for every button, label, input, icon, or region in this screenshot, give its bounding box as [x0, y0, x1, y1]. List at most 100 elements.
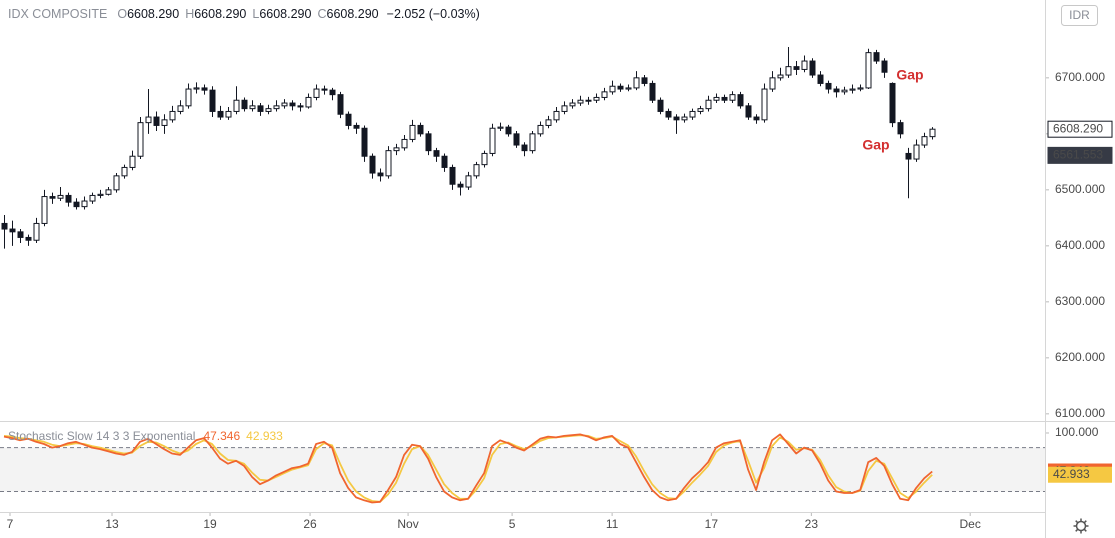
candle-body — [649, 82, 656, 101]
candle-body — [881, 60, 888, 73]
annotation: Gap — [896, 67, 923, 83]
candle-body — [153, 116, 160, 126]
candle-body — [585, 99, 592, 102]
candle-body — [193, 87, 200, 90]
x-tick-label: 19 — [203, 517, 217, 531]
candle-body — [537, 124, 544, 135]
candle-body — [57, 194, 64, 199]
y-tick-label: 6200.000 — [1055, 350, 1105, 364]
candle-body — [873, 52, 880, 62]
x-tick-label: Dec — [960, 517, 981, 531]
field-key: O — [117, 7, 127, 21]
candle-body — [145, 116, 152, 124]
candle-body — [393, 147, 400, 152]
candle-body — [665, 110, 672, 118]
candle-body — [689, 110, 696, 118]
candle-body — [465, 175, 472, 188]
candle-body — [89, 194, 96, 202]
candle-body — [353, 124, 360, 129]
candle-body — [401, 138, 408, 149]
candle-body — [377, 172, 384, 177]
candle-body — [337, 94, 344, 115]
candle-body — [513, 133, 520, 146]
candle-body — [929, 128, 936, 138]
candle-body — [321, 88, 328, 91]
candle-body — [921, 136, 928, 146]
x-tick-label: 26 — [303, 517, 317, 531]
candle-body — [129, 155, 136, 168]
candle-body — [529, 133, 536, 152]
candle-body — [737, 94, 744, 107]
candle-body — [825, 82, 832, 90]
candle-body — [201, 87, 208, 91]
candle-body — [425, 133, 432, 152]
currency[interactable]: IDR — [1069, 8, 1090, 22]
candle-body — [361, 127, 368, 157]
candle-body — [385, 150, 392, 177]
change: −2.052 (−0.03%) — [387, 7, 480, 21]
candle-body — [369, 155, 376, 174]
candle-body — [641, 77, 648, 84]
candle-body — [409, 124, 416, 140]
candle-body — [449, 166, 456, 185]
candle-body — [801, 60, 808, 70]
price-label-box — [1047, 120, 1113, 138]
currency-button[interactable] — [1061, 5, 1098, 26]
gear-teeth[interactable] — [1073, 518, 1089, 534]
candle-body — [265, 108, 272, 112]
value-label: 42.933 — [1053, 467, 1090, 481]
candle-body — [161, 119, 168, 126]
candle-body — [41, 196, 48, 224]
legend-d: 42.933 — [246, 429, 283, 443]
candle-body — [137, 122, 144, 157]
candle-body — [121, 166, 128, 177]
candle-body — [729, 94, 736, 101]
price-label: 6561.553 — [1053, 148, 1103, 162]
candle-body — [857, 87, 864, 90]
field-value: 6608.290 — [327, 7, 379, 21]
candle-body — [481, 152, 488, 166]
x-tick-label: 17 — [705, 517, 719, 531]
candle-body — [793, 66, 800, 70]
candle-body — [553, 110, 560, 121]
panes: 6100.000 6200.000 6300.000 6400.000 6500.000… — [0, 47, 1113, 531]
value-label-box — [1048, 466, 1112, 483]
candle-body — [833, 88, 840, 93]
candle-body — [865, 52, 872, 89]
candle-body — [777, 74, 784, 79]
field-key: H — [185, 7, 194, 21]
candle-body — [673, 116, 680, 121]
candle-body — [49, 196, 56, 199]
candle-body — [345, 113, 352, 126]
candle-body — [249, 105, 256, 110]
candle-body — [841, 89, 848, 93]
candle-body — [561, 105, 568, 112]
candle-body — [433, 150, 440, 157]
x-tick-label: 23 — [805, 517, 819, 531]
candle-body — [897, 122, 904, 135]
candle-body — [577, 99, 584, 104]
candle-body — [809, 60, 816, 76]
candle-body — [233, 99, 240, 112]
legend-k: 47.346 — [203, 429, 240, 443]
candle-body — [697, 108, 704, 112]
candle-body — [441, 155, 448, 168]
candle-body — [785, 66, 792, 76]
y-tick-label: 6100.000 — [1055, 406, 1105, 420]
x-tick-label: 13 — [105, 517, 119, 531]
candle-body — [97, 193, 104, 196]
candle-body — [545, 119, 552, 126]
candle-body — [473, 164, 480, 177]
field-key: C — [317, 7, 326, 21]
candle-body — [505, 126, 512, 135]
candle-body — [817, 74, 824, 84]
candle-body — [105, 189, 112, 195]
indicator-legend: Stochastic Slow 14 3 3 Exponential 47.346… — [8, 429, 283, 443]
candle-body — [497, 126, 504, 129]
candle-body — [9, 228, 16, 233]
settings-icon[interactable] — [1073, 518, 1089, 534]
candle-body — [633, 77, 640, 89]
candle-body — [65, 194, 72, 203]
annotation: Gap — [862, 137, 889, 153]
